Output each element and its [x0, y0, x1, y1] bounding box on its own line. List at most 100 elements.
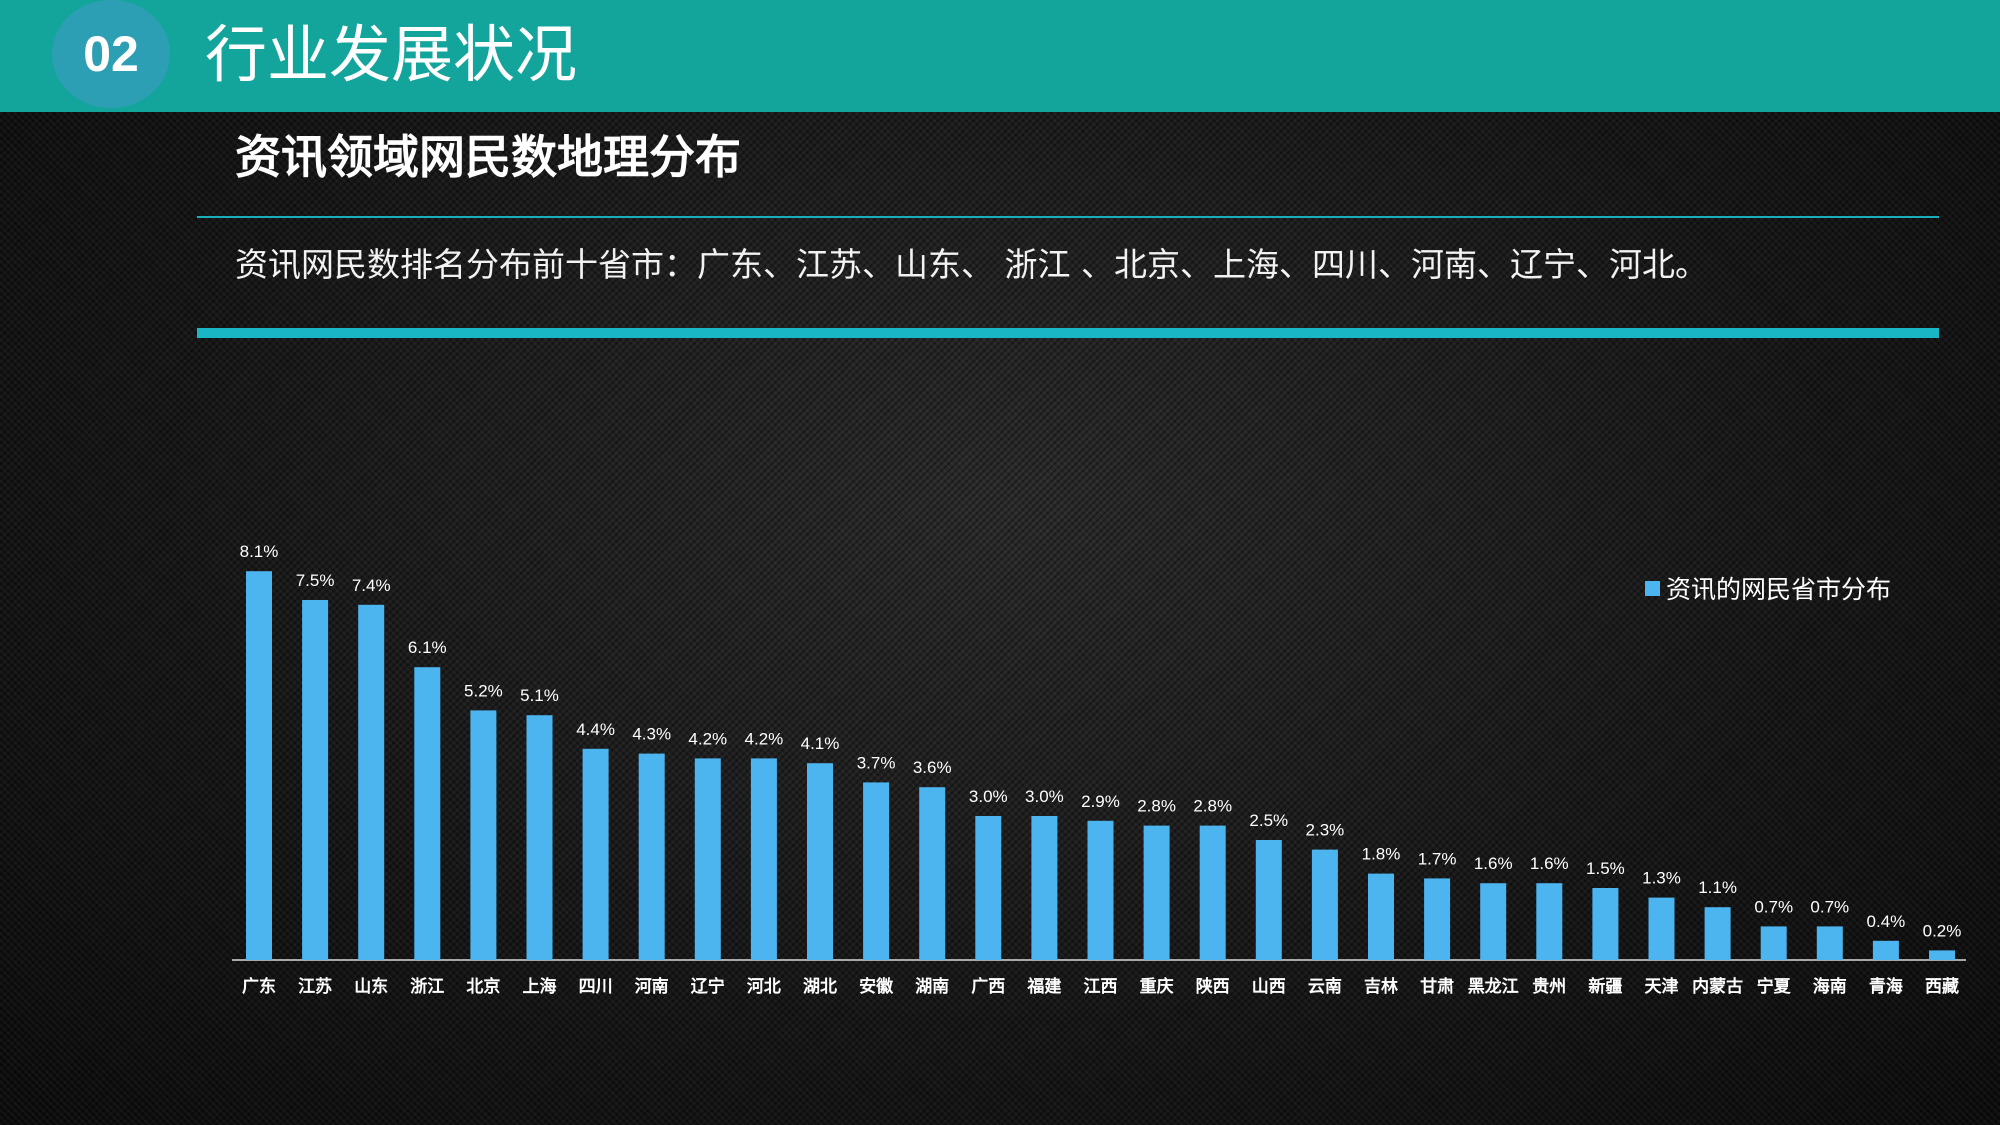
section-number-badge: 02 — [52, 0, 170, 108]
bar — [1143, 825, 1170, 960]
x-tick-label: 重庆 — [1140, 976, 1174, 997]
data-label: 1.6% — [1474, 854, 1513, 873]
bar — [863, 782, 890, 960]
data-label: 1.1% — [1698, 878, 1737, 897]
data-label: 2.5% — [1249, 811, 1288, 830]
chart-legend: 资讯的网民省市分布 — [1645, 570, 1891, 606]
data-label: 0.7% — [1754, 897, 1793, 916]
x-tick-label: 北京 — [466, 976, 500, 997]
legend-swatch — [1645, 580, 1660, 596]
bar — [526, 715, 553, 960]
x-tick-label: 甘肃 — [1420, 976, 1454, 997]
bar — [1536, 883, 1563, 960]
header-bar — [0, 0, 2000, 112]
bar — [1031, 816, 1058, 960]
data-label: 5.2% — [464, 681, 503, 700]
x-tick-label: 吉林 — [1364, 976, 1398, 997]
bar — [1199, 825, 1226, 960]
data-label: 2.8% — [1137, 797, 1176, 816]
data-label: 1.3% — [1642, 869, 1681, 888]
x-tick-label: 陕西 — [1196, 976, 1230, 997]
x-tick-label: 辽宁 — [691, 976, 725, 997]
x-tick-label: 四川 — [579, 977, 613, 997]
data-label: 2.9% — [1081, 792, 1120, 811]
bar — [1872, 940, 1899, 960]
bar — [1929, 950, 1955, 960]
x-tick-label: 宁夏 — [1757, 976, 1792, 997]
x-tick-label: 山西 — [1252, 977, 1286, 997]
x-tick-label: 福建 — [1026, 976, 1061, 997]
data-label: 2.8% — [1193, 797, 1232, 816]
data-label: 4.1% — [801, 734, 840, 753]
x-tick-label: 广东 — [242, 976, 276, 997]
x-tick-label: 江苏 — [298, 976, 332, 997]
bar — [1424, 878, 1451, 960]
data-label: 4.4% — [576, 720, 615, 739]
bar — [1368, 873, 1394, 960]
bar — [1592, 888, 1619, 960]
bar — [582, 748, 609, 960]
data-label: 1.6% — [1530, 854, 1569, 873]
bar — [1816, 926, 1843, 960]
x-tick-label: 天津 — [1645, 976, 1679, 997]
x-tick-label: 河北 — [747, 977, 781, 997]
data-label: 7.5% — [296, 571, 335, 590]
data-label: 0.4% — [1867, 912, 1906, 931]
x-tick-label: 青海 — [1869, 976, 1903, 997]
bar — [975, 816, 1002, 960]
data-label: 1.5% — [1586, 859, 1625, 878]
x-tick-label: 新疆 — [1588, 976, 1622, 997]
x-tick-label: 浙江 — [410, 976, 444, 997]
data-label: 5.1% — [520, 686, 559, 705]
slide-title: 资讯领域网民数地理分布 — [235, 130, 741, 184]
bar — [1648, 897, 1675, 960]
x-tick-label: 云南 — [1308, 976, 1342, 997]
x-tick-label: 安徽 — [859, 976, 894, 997]
x-tick-label: 西藏 — [1925, 977, 1959, 997]
x-tick-label: 海南 — [1813, 976, 1847, 997]
data-label: 8.1% — [240, 542, 279, 561]
bar — [750, 758, 777, 960]
data-label: 4.2% — [745, 729, 784, 748]
x-tick-label: 湖南 — [915, 976, 949, 997]
bar — [919, 787, 946, 960]
data-label: 3.6% — [913, 758, 952, 777]
divider-thin — [197, 216, 1939, 218]
bar — [1760, 926, 1787, 960]
data-label: 4.2% — [688, 729, 727, 748]
data-label: 3.0% — [1025, 787, 1064, 806]
legend-label: 资讯的网民省市分布 — [1666, 575, 1892, 604]
bar — [638, 753, 665, 960]
x-tick-label: 湖北 — [803, 977, 837, 997]
bar — [1255, 840, 1282, 960]
x-tick-label: 山东 — [354, 976, 388, 997]
bar — [694, 758, 721, 960]
bar — [358, 604, 385, 960]
data-label: 1.8% — [1362, 845, 1401, 864]
bar — [246, 571, 272, 960]
data-label: 3.0% — [969, 787, 1008, 806]
x-tick-label: 内蒙古 — [1692, 976, 1743, 997]
bar — [302, 600, 329, 960]
bar — [414, 667, 441, 960]
divider-thick — [197, 328, 1939, 338]
bar — [1087, 820, 1114, 960]
data-label: 3.7% — [857, 753, 896, 772]
data-label: 0.7% — [1810, 897, 1849, 916]
data-label: 2.3% — [1306, 821, 1345, 840]
x-tick-label: 江西 — [1084, 977, 1118, 997]
section-title: 行业发展状况 — [205, 18, 578, 91]
x-tick-label: 上海 — [523, 976, 557, 997]
x-tick-label: 广西 — [971, 976, 1005, 997]
data-label: 7.4% — [352, 576, 391, 595]
bar — [470, 710, 497, 960]
x-tick-label: 河南 — [635, 976, 669, 997]
data-label: 1.7% — [1418, 849, 1457, 868]
data-label: 4.3% — [632, 725, 671, 744]
bar — [1480, 883, 1507, 960]
bar — [807, 763, 833, 960]
x-tick-label: 贵州 — [1532, 976, 1566, 997]
data-label: 0.2% — [1923, 921, 1962, 940]
bar — [1311, 849, 1338, 960]
